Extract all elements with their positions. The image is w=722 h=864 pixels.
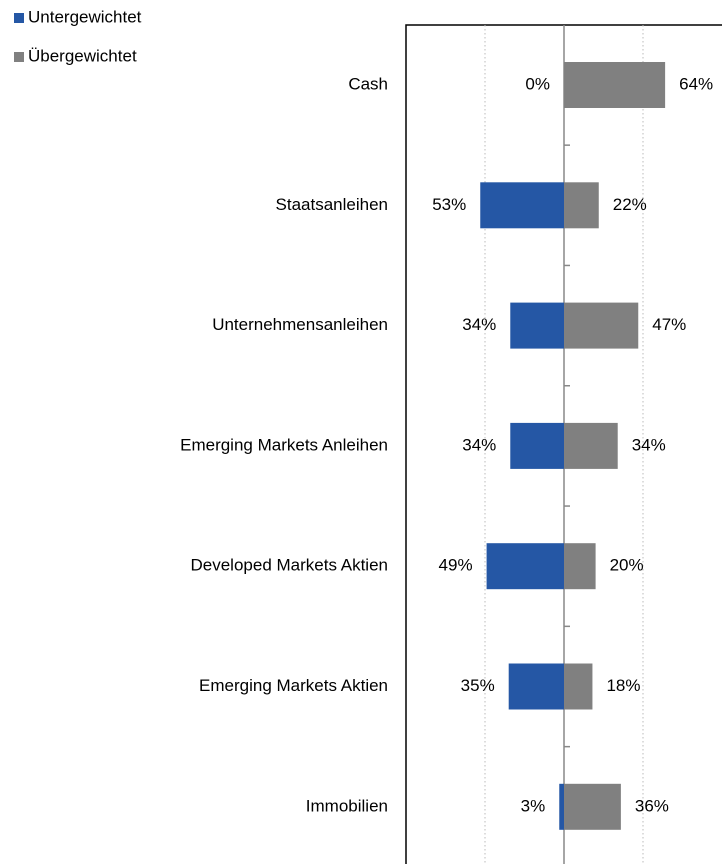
bar bbox=[480, 182, 564, 229]
value-label: 64% bbox=[679, 74, 713, 93]
category-label: Emerging Markets Aktien bbox=[199, 676, 388, 695]
value-label: 47% bbox=[652, 315, 686, 334]
value-label: 22% bbox=[613, 195, 647, 214]
category-label: Emerging Markets Anleihen bbox=[180, 435, 388, 454]
bar bbox=[564, 422, 618, 469]
bar bbox=[486, 543, 564, 590]
bar bbox=[510, 422, 564, 469]
value-label: 34% bbox=[632, 435, 666, 454]
bar bbox=[564, 302, 639, 349]
category-label: Cash bbox=[348, 74, 388, 93]
value-label: 3% bbox=[521, 796, 546, 815]
value-label: 35% bbox=[461, 676, 495, 695]
bar bbox=[508, 663, 564, 710]
legend-label: Übergewichtet bbox=[28, 46, 137, 65]
category-label: Staatsanleihen bbox=[276, 195, 388, 214]
value-label: 34% bbox=[462, 315, 496, 334]
bar bbox=[564, 62, 666, 108]
bar bbox=[564, 543, 596, 590]
value-label: 53% bbox=[432, 195, 466, 214]
bar bbox=[510, 302, 564, 349]
value-label: 49% bbox=[439, 556, 473, 575]
legend-swatch bbox=[14, 13, 24, 23]
bar bbox=[564, 182, 599, 229]
legend-swatch bbox=[14, 52, 24, 62]
legend-label: Untergewichtet bbox=[28, 7, 142, 26]
value-label: 20% bbox=[610, 556, 644, 575]
bar bbox=[564, 783, 621, 830]
value-label: 34% bbox=[462, 435, 496, 454]
value-label: 18% bbox=[606, 676, 640, 695]
value-label: 36% bbox=[635, 796, 669, 815]
plot-frame bbox=[405, 24, 722, 864]
category-label: Unternehmensanleihen bbox=[212, 315, 388, 334]
value-label: 0% bbox=[525, 74, 550, 93]
bar bbox=[559, 783, 564, 830]
category-label: Developed Markets Aktien bbox=[191, 556, 389, 575]
bar bbox=[564, 663, 593, 710]
category-label: Immobilien bbox=[306, 796, 388, 815]
